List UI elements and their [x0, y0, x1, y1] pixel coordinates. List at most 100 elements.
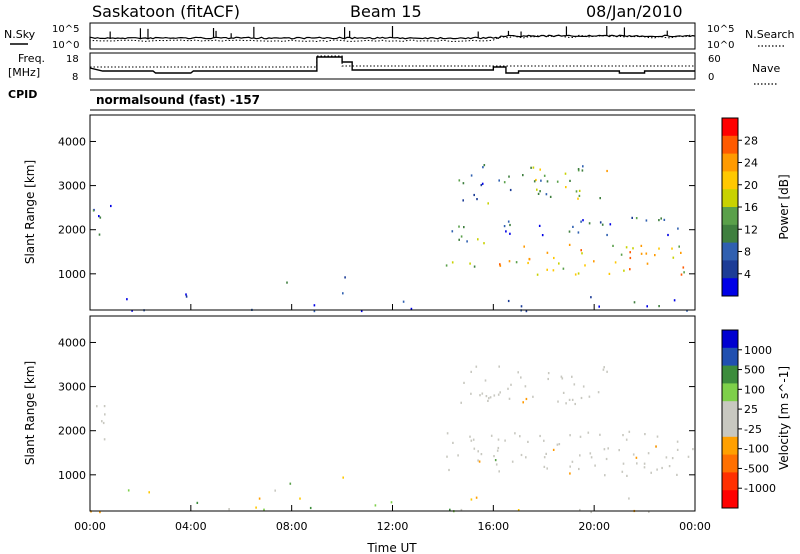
range-gate-cell: [565, 186, 567, 189]
x-tick-label: 16:00: [477, 520, 509, 533]
range-gate-cell: [625, 438, 628, 441]
range-gate-cell: [537, 192, 540, 195]
range-gate-cell: [504, 439, 506, 442]
colorbar-segment: [722, 242, 738, 261]
range-gate-cell: [632, 247, 634, 250]
colorbar-segment: [722, 419, 738, 438]
range-gate-cell: [469, 435, 471, 438]
range-gate-cell: [636, 462, 638, 465]
range-gate-cell: [572, 225, 574, 228]
range-gate-cell: [682, 266, 685, 269]
time-x-axis-label: Time UT: [366, 541, 417, 554]
nsearch-tick-high: 10^5: [707, 24, 734, 35]
range-gate-cell: [671, 247, 673, 250]
y-tick-label: 4000: [58, 135, 86, 148]
range-gate-cell: [514, 432, 516, 435]
colorbar-segment: [722, 330, 738, 349]
range-gate-cell: [466, 240, 468, 243]
range-gate-cell: [460, 235, 463, 238]
colorbar-tick-label: 16: [744, 201, 758, 214]
range-gate-cell: [92, 209, 95, 212]
range-gate-cell: [255, 506, 257, 509]
range-gate-cell: [476, 198, 478, 201]
range-gate-cell: [569, 179, 571, 182]
range-gate-cell: [545, 193, 548, 196]
range-gate-cell: [645, 219, 648, 222]
x-tick-label: 08:00: [276, 520, 308, 533]
range-gate-cell: [658, 219, 660, 222]
range-gate-cell: [446, 432, 449, 435]
y-tick-label: 2000: [58, 425, 86, 438]
range-gate-cell: [101, 420, 103, 423]
range-gate-cell: [463, 226, 465, 229]
colorbar-tick-label: -100: [744, 443, 769, 456]
range-gate-cell: [462, 182, 465, 185]
range-gate-cell: [507, 299, 510, 303]
range-gate-cell: [470, 174, 473, 177]
freq-panel-frame: [89, 52, 696, 80]
range-gate-cell: [577, 168, 580, 171]
range-gate-cell: [603, 448, 606, 451]
range-gate-cell: [196, 501, 199, 504]
range-gate-cell: [582, 219, 584, 222]
range-gate-cell: [477, 238, 479, 241]
range-gate-cell: [126, 298, 128, 301]
range-gate-cell: [509, 188, 512, 192]
range-gate-cell: [299, 497, 301, 500]
range-gate-cell: [509, 223, 511, 227]
range-gate-cell: [185, 293, 187, 296]
power-panel: 1000 2000 3000 4000 Slant Range [km]: [23, 114, 696, 313]
colorbar-segment: [722, 278, 738, 297]
range-gate-cell: [644, 433, 646, 436]
colorbar-segment: [722, 347, 738, 367]
range-gate-cell: [658, 247, 660, 250]
range-gate-cell: [482, 166, 484, 169]
range-gate-cell: [676, 473, 678, 476]
range-gate-cell: [507, 220, 510, 223]
freq-tick-low: 8: [72, 72, 78, 83]
range-gate-cell: [578, 194, 581, 197]
range-gate-cell: [470, 392, 472, 395]
range-gate-cell: [497, 393, 500, 396]
range-gate-cell: [603, 366, 605, 369]
y-tick-label: 4000: [58, 336, 86, 349]
range-gate-cell: [578, 189, 581, 192]
range-gate-cell: [547, 377, 549, 381]
range-gate-cell: [263, 508, 265, 511]
range-gate-cell: [599, 433, 601, 436]
range-gate-cell: [520, 453, 523, 457]
range-gate-cell: [556, 180, 559, 183]
power-colorbar-label: Power [dB]: [777, 174, 791, 239]
range-gate-cell: [677, 227, 679, 230]
range-gate-cell: [605, 457, 608, 461]
range-gate-cell: [661, 466, 663, 470]
velocity-panel-frame: [89, 315, 696, 512]
range-gate-cell: [676, 440, 679, 443]
range-gate-cell: [581, 169, 584, 172]
range-gate-cell: [558, 262, 560, 265]
range-gate-cell: [606, 233, 608, 237]
colorbar-segment: [722, 454, 738, 473]
colorbar-tick-label: 25: [744, 403, 758, 416]
range-gate-cell: [470, 439, 473, 442]
range-gate-cell: [621, 470, 624, 473]
colorbar-tick-label: 24: [744, 157, 758, 170]
range-gate-cell: [643, 466, 646, 469]
range-gate-cell: [609, 223, 612, 226]
nsearch-label: N.Search: [745, 28, 795, 41]
range-gate-cell: [580, 220, 582, 223]
range-gate-cell: [96, 405, 98, 408]
colorbar-segment: [722, 490, 738, 509]
range-gate-cell: [274, 489, 276, 492]
power-y-axis: 1000 2000 3000 4000: [58, 135, 695, 281]
range-gate-cell: [483, 164, 486, 167]
range-gate-cell: [524, 385, 527, 388]
colorbar-segment: [722, 153, 738, 172]
range-gate-cell: [496, 449, 499, 452]
colorbar-tick-label: 500: [744, 364, 765, 377]
range-gate-cell: [258, 497, 261, 500]
range-gate-cell: [552, 448, 555, 451]
range-gate-cell: [313, 310, 316, 313]
range-gate-cell: [569, 465, 571, 468]
range-gate-cell: [565, 402, 567, 405]
